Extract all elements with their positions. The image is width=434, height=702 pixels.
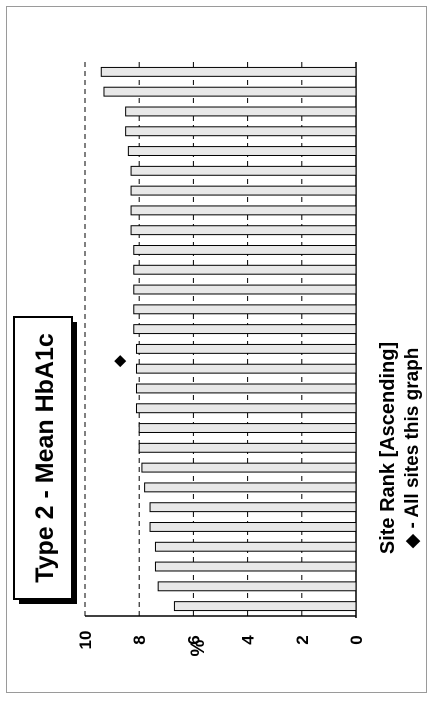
value-tick-label: 6: [184, 635, 203, 644]
bar: [100, 66, 357, 77]
bar: [173, 601, 357, 612]
value-tick-label: 4: [239, 635, 258, 645]
bar: [130, 165, 357, 176]
bar: [149, 522, 357, 532]
bar: [154, 541, 357, 552]
value-tick-label: 8: [130, 635, 149, 644]
value-tick-label: 0: [347, 635, 366, 644]
all-sites-marker: [114, 355, 127, 368]
chart-frame: [6, 6, 427, 693]
bar: [149, 502, 357, 513]
x-axis-label: Site Rank [Ascending]: [377, 342, 399, 554]
bar: [154, 561, 357, 572]
bar: [130, 185, 357, 196]
legend-text: ◆ - All sites this graph: [402, 348, 423, 549]
value-axis: 0 2 4 6 8 10: [76, 631, 366, 650]
bar: [133, 264, 357, 275]
y-axis-label: %: [188, 639, 209, 656]
bar: [133, 304, 357, 315]
bar: [130, 225, 357, 236]
bar: [103, 86, 357, 97]
bar: [135, 383, 357, 394]
bar: [135, 403, 357, 414]
bar: [135, 363, 357, 374]
bar: [133, 324, 357, 335]
bar: [133, 245, 357, 255]
value-tick-label: 2: [293, 635, 312, 644]
chart-title: Type 2 - Mean HbA1c: [31, 333, 59, 583]
bar: [130, 205, 357, 216]
bar: [133, 284, 357, 295]
bar: [144, 482, 357, 493]
bar: [138, 423, 357, 433]
bar: [125, 106, 357, 117]
value-tick-label: 10: [76, 631, 95, 650]
bar: [127, 146, 357, 156]
bar: [138, 442, 357, 453]
bar: [157, 581, 357, 592]
bar: [141, 462, 357, 473]
bar: [125, 126, 357, 137]
title-box: [13, 316, 73, 600]
bar: [135, 343, 357, 354]
plot-area: [84, 62, 357, 618]
